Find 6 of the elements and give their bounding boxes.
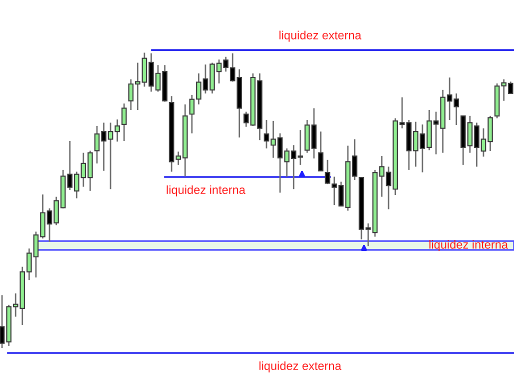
- ref-line-label: liquidez externa: [279, 30, 362, 42]
- candlestick: [318, 130, 324, 172]
- ref-line-label: liquidez interna: [166, 185, 246, 196]
- band-label: liquidez interna: [429, 240, 508, 252]
- ref-line-label: liquidez externa: [259, 361, 342, 372]
- candlestick: [121, 102, 127, 142]
